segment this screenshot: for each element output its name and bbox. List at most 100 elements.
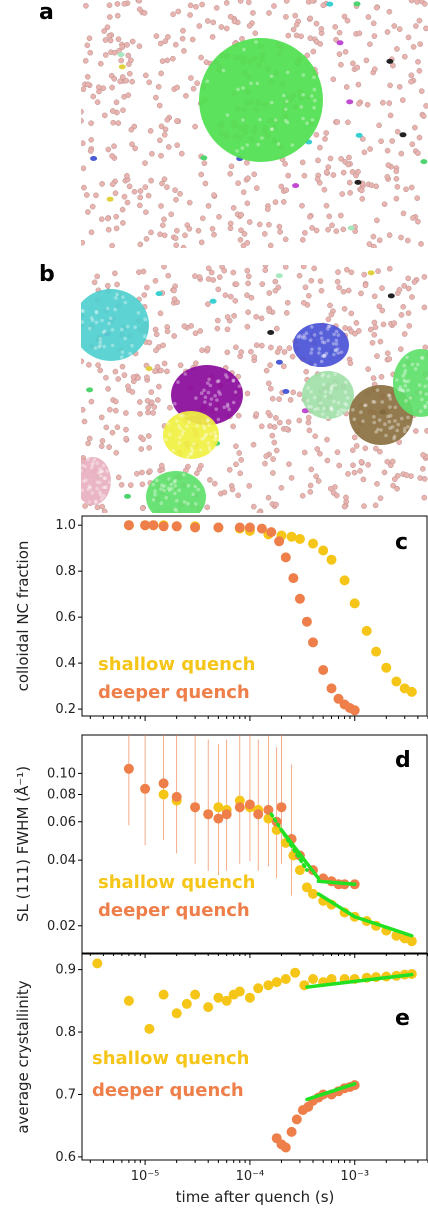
cluster-particle xyxy=(203,395,208,399)
background-particle xyxy=(129,141,135,147)
data-point-deeper xyxy=(301,616,312,627)
background-particle xyxy=(351,469,358,476)
cluster-particle xyxy=(308,338,313,342)
background-particle xyxy=(401,331,408,337)
cluster-particle xyxy=(130,343,134,348)
cluster-particle xyxy=(375,388,380,392)
background-particle xyxy=(94,273,101,280)
y-tick-label: 0.8 xyxy=(55,564,76,579)
background-particle xyxy=(120,220,126,226)
small-cluster xyxy=(155,291,163,297)
background-particle xyxy=(205,276,212,282)
background-particle xyxy=(215,286,222,293)
background-particle xyxy=(109,181,116,187)
data-point-shallow xyxy=(263,980,274,991)
background-particle xyxy=(99,503,106,510)
background-particle xyxy=(370,20,377,27)
background-particle xyxy=(405,275,412,282)
cluster-particle xyxy=(90,466,94,470)
cluster-particle xyxy=(334,329,339,334)
background-particle xyxy=(285,419,292,425)
cluster-particle xyxy=(206,381,210,385)
cluster-particle xyxy=(379,428,383,432)
background-particle xyxy=(273,325,280,332)
background-particle xyxy=(94,99,101,105)
background-particle xyxy=(355,168,361,175)
background-particle xyxy=(200,215,206,222)
background-particle xyxy=(81,407,86,413)
background-particle xyxy=(164,368,170,375)
background-particle xyxy=(341,306,348,312)
cluster-particle xyxy=(128,351,132,356)
background-particle xyxy=(107,406,113,413)
background-particle xyxy=(397,346,404,352)
background-particle xyxy=(165,272,171,279)
cluster-particle xyxy=(186,483,191,488)
cluster-particle xyxy=(387,393,392,398)
background-particle xyxy=(266,290,273,296)
background-particle xyxy=(177,190,183,197)
background-particle xyxy=(114,424,121,430)
background-particle xyxy=(235,492,241,499)
background-particle xyxy=(342,49,349,55)
background-particle xyxy=(244,267,251,274)
background-particle xyxy=(269,395,276,402)
background-particle xyxy=(391,23,398,29)
small-cluster xyxy=(200,155,208,161)
cluster-particle xyxy=(303,336,307,340)
cluster-particle xyxy=(114,296,118,300)
background-particle xyxy=(233,461,239,468)
background-particle xyxy=(283,187,289,193)
background-particle xyxy=(396,26,403,32)
background-particle xyxy=(142,160,148,166)
cluster-particle xyxy=(363,403,367,408)
background-particle xyxy=(415,59,421,65)
cluster-particle xyxy=(372,414,376,419)
cluster-particle xyxy=(177,488,181,493)
background-particle xyxy=(327,302,333,309)
background-particle xyxy=(125,383,131,390)
background-particle xyxy=(362,282,369,289)
background-particle xyxy=(85,440,91,447)
background-particle xyxy=(347,360,354,366)
cluster-particle xyxy=(319,331,323,335)
background-particle xyxy=(293,32,300,39)
background-particle xyxy=(174,118,180,124)
cluster-particle xyxy=(310,118,315,122)
cluster-particle xyxy=(283,118,288,123)
background-particle xyxy=(124,199,131,206)
background-particle xyxy=(410,44,417,50)
background-particle xyxy=(341,503,348,510)
background-particle xyxy=(113,449,120,456)
y-tick-label: 0.9 xyxy=(55,963,76,978)
cluster-particle xyxy=(395,378,399,382)
cluster-particle xyxy=(240,146,245,150)
background-particle xyxy=(161,265,167,270)
background-particle xyxy=(87,49,93,56)
cluster-particle xyxy=(181,473,186,477)
cluster-particle xyxy=(101,494,106,498)
background-particle xyxy=(302,284,309,291)
cluster-particle xyxy=(402,371,407,376)
background-particle xyxy=(199,1,205,8)
small-cluster xyxy=(387,293,395,299)
background-particle xyxy=(265,409,272,416)
cluster-particle xyxy=(256,142,261,147)
background-particle xyxy=(224,314,231,320)
background-particle xyxy=(349,169,356,175)
cluster-particle xyxy=(81,320,84,324)
cluster-particle xyxy=(400,416,404,421)
y-tick-label: 0.6 xyxy=(55,1150,76,1165)
cluster-particle xyxy=(399,388,403,392)
cluster-particle xyxy=(306,386,310,390)
data-point-deeper xyxy=(190,522,201,533)
cluster-particle xyxy=(359,410,363,414)
background-particle xyxy=(105,146,112,153)
cluster-particle xyxy=(170,486,174,491)
cluster-particle xyxy=(105,306,110,311)
background-particle xyxy=(272,199,279,205)
data-point-deeper xyxy=(294,593,305,604)
cluster-particle xyxy=(276,142,281,146)
cluster-particle xyxy=(372,420,377,425)
cluster-particle xyxy=(172,480,177,484)
